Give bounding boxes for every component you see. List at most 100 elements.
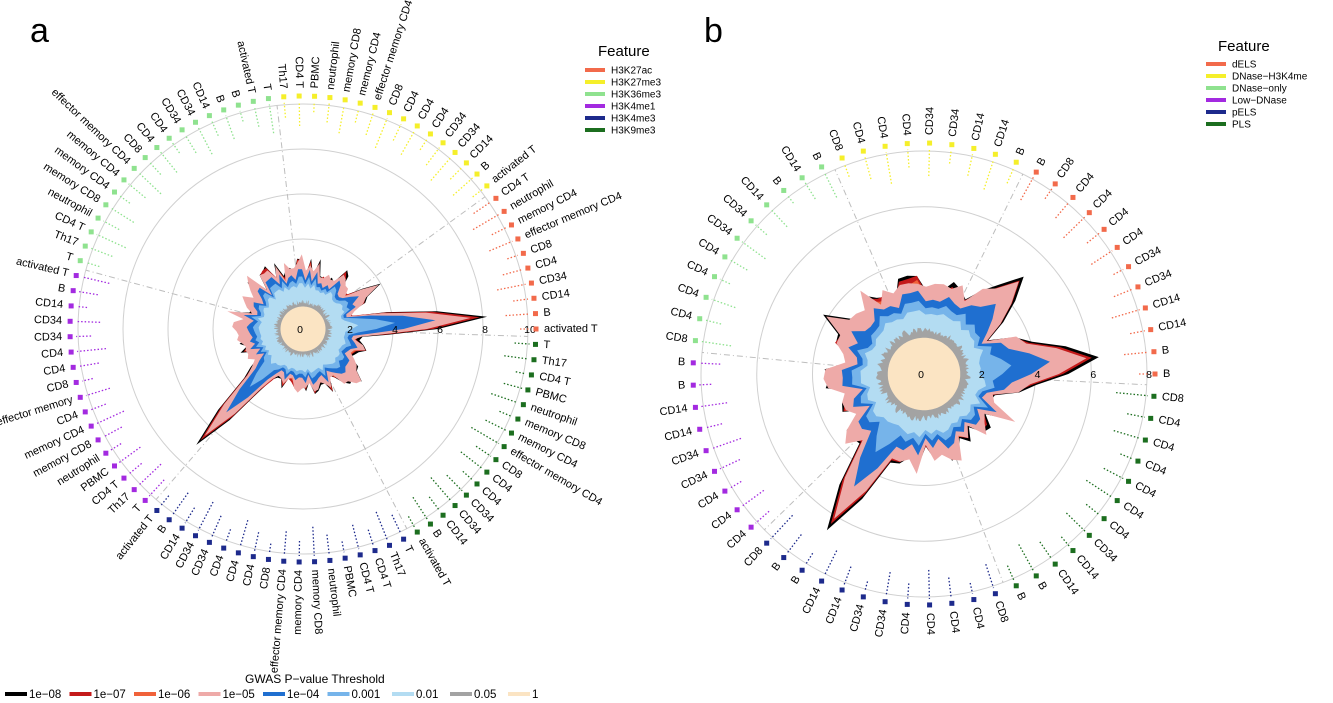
category-marker [95,215,101,221]
category-track [225,115,235,140]
category-marker [520,250,526,256]
category-label: neutrophil [325,41,343,90]
category-label: CD14 [659,403,689,419]
category-marker [342,97,348,103]
category-label: CD4 [43,363,67,378]
category-marker [73,273,79,279]
category-track [711,437,742,450]
category-marker [474,171,480,177]
category-label: neutrophil [325,568,343,617]
gwas-legend-label: 0.001 [352,689,381,701]
category-track [283,102,287,118]
category-marker [697,426,703,432]
r-tick-label: 4 [1035,369,1041,381]
category-label: CD14 [800,586,823,617]
category-marker [131,165,137,171]
category-track [81,276,110,284]
radar-panel-a: 0 2 4 6 8 10 activated TBCD14CD34CD4CD8effecto… [0,0,624,674]
category-track [367,529,374,546]
category-marker [493,195,499,201]
category-label: CD34 [679,469,710,492]
category-label: activated T [234,40,257,95]
group-separator [923,373,1004,583]
category-marker [799,567,805,573]
category-track [211,120,219,137]
category-track [1085,503,1100,516]
category-track [729,259,748,271]
category-marker [386,110,392,116]
category-track [253,532,260,551]
legend-label: H3K4me1 [611,102,656,113]
category-marker [235,550,241,556]
category-track [843,566,852,585]
category-marker [452,149,458,155]
category-marker [179,525,185,531]
category-track [503,382,523,389]
category-marker [992,591,998,597]
category-marker [463,160,469,166]
category-label: B [479,159,492,173]
category-track [1123,351,1149,356]
category-label: CD4 [1121,226,1146,248]
category-track [1086,232,1100,244]
category-track [701,402,728,408]
category-track [505,313,530,317]
category-track [705,423,723,429]
category-marker [1033,169,1039,175]
category-marker [484,469,490,475]
category-track [502,269,523,276]
category-marker [703,294,709,300]
category-label: CD4 [725,528,749,552]
category-marker [781,555,787,561]
category-label: T [402,544,416,555]
category-marker [528,280,534,286]
category-label: CD34 [947,108,962,137]
category-label: CD4 [1107,519,1132,542]
category-label: CD4 [924,613,937,635]
category-track [96,233,127,249]
category-marker [799,175,805,181]
category-label: B [770,560,784,573]
category-label: CD4 [696,236,721,258]
category-label: CD4 [241,563,257,587]
category-label: CD34 [538,270,568,287]
category-marker [121,177,127,183]
group-separator [155,328,304,500]
category-marker [166,135,172,141]
category-label: CD34 [924,107,937,135]
legend-a-title: Feature [598,43,650,60]
category-marker [440,140,446,146]
category-track [864,156,872,180]
group-separator [276,105,304,330]
category-label: CD4 [1143,458,1168,477]
category-marker [193,533,199,539]
category-track [741,241,766,260]
category-track [711,298,736,309]
category-label: B [228,89,242,99]
feature-legend-b: Feature dELSDNase−H3K4meDNase−onlyLow−DN… [1206,38,1308,131]
category-track [78,362,99,368]
category-label: CD4 [696,490,721,512]
category-marker [427,131,433,137]
category-track [770,514,794,540]
category-track [211,515,222,538]
category-track [138,172,162,195]
grid-ring [756,206,1092,542]
category-track [338,105,345,134]
category-label: CD14 [738,174,766,203]
category-track [804,182,816,200]
grid-ring [122,148,484,510]
category-track [786,534,802,554]
category-label: CD8 [258,566,273,590]
category-track [864,581,869,592]
category-label: CD4 [1133,480,1158,501]
category-marker [1013,159,1019,165]
category-track [967,154,974,176]
category-marker [692,338,698,344]
category-label: T [131,502,145,515]
category-label: CD34 [1143,268,1174,290]
category-track [1120,453,1133,460]
category-label: CD14 [1074,553,1101,582]
category-marker [1135,284,1141,290]
category-label: B [1035,580,1049,592]
